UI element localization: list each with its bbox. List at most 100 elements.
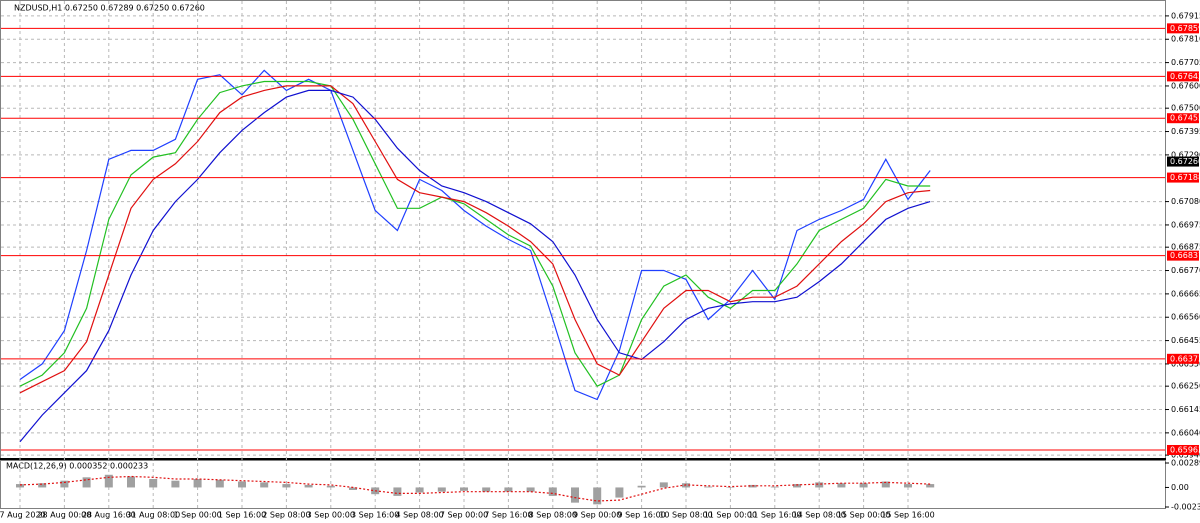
y-tick-label: 0.66665: [1171, 289, 1200, 298]
macd-bar: [637, 485, 646, 488]
macd-bar: [837, 483, 846, 488]
level-label: 0.67643: [1170, 72, 1200, 81]
current-price-tag: [1167, 156, 1199, 167]
y-tick-label: 0.66145: [1171, 405, 1200, 414]
level-label: 0.66373: [1170, 354, 1200, 363]
macd-frame: [0, 460, 1166, 509]
x-tick-label: 28 Aug 00:00: [37, 511, 91, 520]
level-tag: [1167, 71, 1199, 82]
moving-average: [19, 85, 931, 394]
level-label: 0.67188: [1170, 173, 1200, 182]
level-tag: [1167, 113, 1199, 124]
x-tick-label: 3 Sep 00:00: [307, 511, 355, 520]
x-tick-label: 15 Sep 00:00: [837, 511, 890, 520]
macd-bar: [704, 486, 713, 488]
x-tick-label: 7 Sep 00:00: [440, 511, 488, 520]
macd-bar: [726, 487, 735, 488]
macd-bar: [815, 482, 824, 488]
y-tick-label: 0.66455: [1171, 336, 1200, 345]
macd-bar: [171, 480, 180, 488]
macd-bar: [282, 484, 291, 488]
x-tick-label: 1 Sep 00:00: [173, 511, 221, 520]
macd-bar: [548, 487, 557, 496]
macd-bar: [127, 476, 135, 488]
macd-bar: [615, 487, 624, 498]
macd-bar: [659, 482, 668, 488]
x-tick-label: 11 Sep 00:00: [704, 511, 757, 520]
x-tick-label: 4 Sep 08:00: [395, 511, 443, 520]
macd-bar: [793, 484, 801, 488]
x-tick-label: 7 Sep 16:00: [484, 511, 532, 520]
level-label: 0.67455: [1170, 114, 1200, 123]
macd-bar: [193, 479, 202, 488]
y-tick-label: 0.67705: [1171, 58, 1200, 67]
x-tick-label: 3 Sep 16:00: [351, 511, 399, 520]
moving-average: [19, 80, 931, 387]
macd-bar: [393, 487, 402, 496]
price-line: [19, 69, 931, 401]
level-label: 0.65963: [1170, 445, 1200, 454]
y-tick-label: 0.67395: [1171, 127, 1200, 136]
macd-bar: [104, 474, 113, 488]
x-tick-label: 9 Sep 00:00: [573, 511, 621, 520]
y-tick-label: -0.002315: [1171, 503, 1200, 512]
signal-line: [19, 475, 931, 502]
macd-bar: [437, 487, 446, 492]
macd-bar: [238, 481, 246, 488]
moving-average: [19, 89, 931, 443]
y-tick-label: 0.66875: [1171, 243, 1200, 252]
macd-bar: [593, 487, 602, 505]
macd-bar: [571, 487, 579, 503]
x-tick-label: 11 Sep 16:00: [748, 511, 801, 520]
macd-title: MACD(12,26,9) 0.000352 0.000233: [6, 462, 148, 471]
macd-bar: [60, 480, 69, 488]
x-tick-label: 14 Sep 08:00: [792, 511, 845, 520]
macd-bar: [215, 479, 224, 488]
level-tag: [1167, 23, 1199, 34]
level-tag: [1167, 172, 1199, 183]
macd-bar: [304, 484, 313, 488]
level-label: 0.67859: [1170, 24, 1200, 33]
x-tick-label: 2 Sep 08:00: [262, 511, 310, 520]
macd-bar: [526, 487, 535, 492]
macd-bar: [904, 484, 912, 488]
x-tick-label: 28 Aug 16:00: [82, 511, 136, 520]
macd-bar: [926, 484, 935, 488]
macd-bar: [482, 487, 491, 492]
macd-bar: [16, 484, 24, 488]
macd-bar: [415, 487, 424, 493]
macd-bar: [770, 486, 779, 488]
macd-bar: [38, 483, 47, 488]
x-tick-label: 15 Sep 16:00: [881, 511, 934, 520]
y-tick-label: 0.002895: [1171, 459, 1200, 468]
level-tag: [1167, 444, 1199, 455]
chart-title: NZDUSD,H1 0.67250 0.67289 0.67250 0.6726…: [14, 4, 205, 13]
macd-bar: [326, 485, 335, 488]
main-frame: [0, 0, 1166, 459]
macd-bar: [504, 487, 513, 492]
x-tick-label: 10 Sep 08:00: [659, 511, 712, 520]
macd-bar: [881, 481, 890, 488]
level-tag: [1167, 353, 1199, 364]
level-tag: [1167, 250, 1199, 261]
x-tick-label: 1 Sep 16:00: [218, 511, 266, 520]
macd-bar: [260, 482, 269, 488]
macd-bar: [859, 483, 868, 488]
x-tick-label: 31 Aug 08:00: [126, 511, 180, 520]
current-price-label: 0.67260: [1170, 157, 1200, 166]
x-tick-label: 8 Sep 08:00: [529, 511, 577, 520]
x-tick-label: 27 Aug 2020: [0, 511, 46, 520]
macd-bar: [460, 487, 468, 491]
macd-bar: [82, 477, 91, 488]
